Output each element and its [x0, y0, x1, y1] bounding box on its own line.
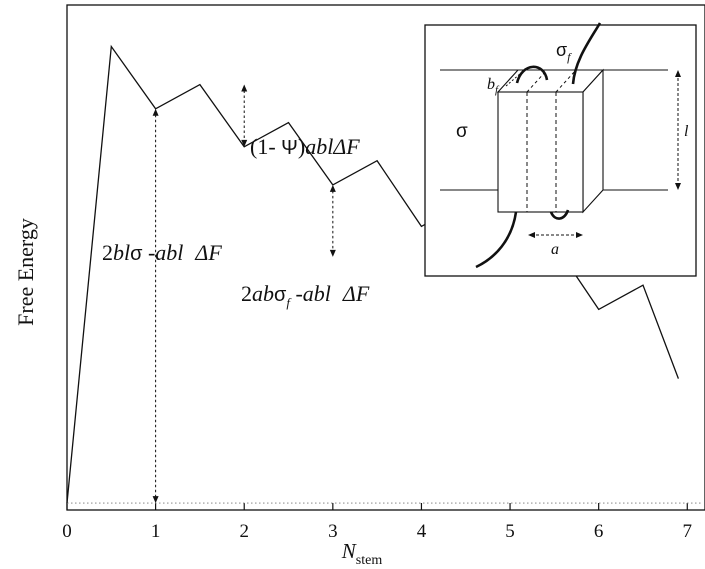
x-tick-label-7: 7 — [683, 521, 693, 542]
x-tick-label-2: 2 — [239, 521, 249, 542]
x-tick-label-4: 4 — [417, 521, 427, 542]
l-arrow-up-head — [675, 70, 681, 77]
x-ticks — [66, 503, 688, 510]
nucleation-label: 2blσ -abl ΔF — [102, 240, 222, 265]
crystal-block-side — [582, 68, 604, 214]
x-tick-label-5: 5 — [505, 521, 515, 542]
step-arrow-down-head — [329, 249, 336, 257]
nucleation-arrow-up-head — [152, 108, 159, 116]
inset-sigma-label: σ — [456, 121, 468, 142]
stem-divider-top-2 — [555, 69, 577, 93]
l-arrow-down-head — [675, 183, 681, 190]
nucleation-arrow-down-head — [152, 496, 159, 504]
x-tick-labels: 0 1 2 3 4 5 6 7 — [62, 521, 692, 542]
activation-arrow-down-head — [241, 139, 248, 147]
inset-l-label: l — [684, 123, 689, 140]
step-label: 2abσf -abl ΔF — [241, 281, 370, 310]
y-axis-label: Free Energy — [13, 218, 38, 326]
chain-bottom-exit — [475, 211, 518, 269]
a-arrow-left-head — [528, 232, 535, 238]
plot-frame — [66, 4, 705, 511]
inset-diagram: σ σf bf l a — [424, 22, 697, 277]
bf-dimension-line — [505, 72, 522, 87]
crystal-block-front — [497, 91, 584, 213]
inset-a-label: a — [551, 241, 559, 258]
x-tick-label-3: 3 — [328, 521, 338, 542]
chain-bottom-fold — [549, 209, 570, 220]
x-tick-label-0: 0 — [62, 521, 72, 542]
a-arrow-right-head — [576, 232, 583, 238]
free-energy-series — [66, 44, 680, 504]
inset-bf-label: bf — [487, 76, 500, 96]
step-arrow-up-head — [329, 184, 336, 192]
chain-top-exit — [571, 22, 602, 85]
chain-top-fold — [515, 65, 549, 84]
x-axis-label: Nstem — [341, 539, 383, 568]
activation-label: (1- Ψ)ablΔF — [250, 134, 360, 159]
activation-arrow-up-head — [241, 84, 248, 92]
annotation-arrows — [152, 84, 336, 504]
x-tick-label-1: 1 — [151, 521, 161, 542]
inset-sigma-f-label: σf — [556, 40, 572, 64]
x-tick-label-6: 6 — [594, 521, 604, 542]
